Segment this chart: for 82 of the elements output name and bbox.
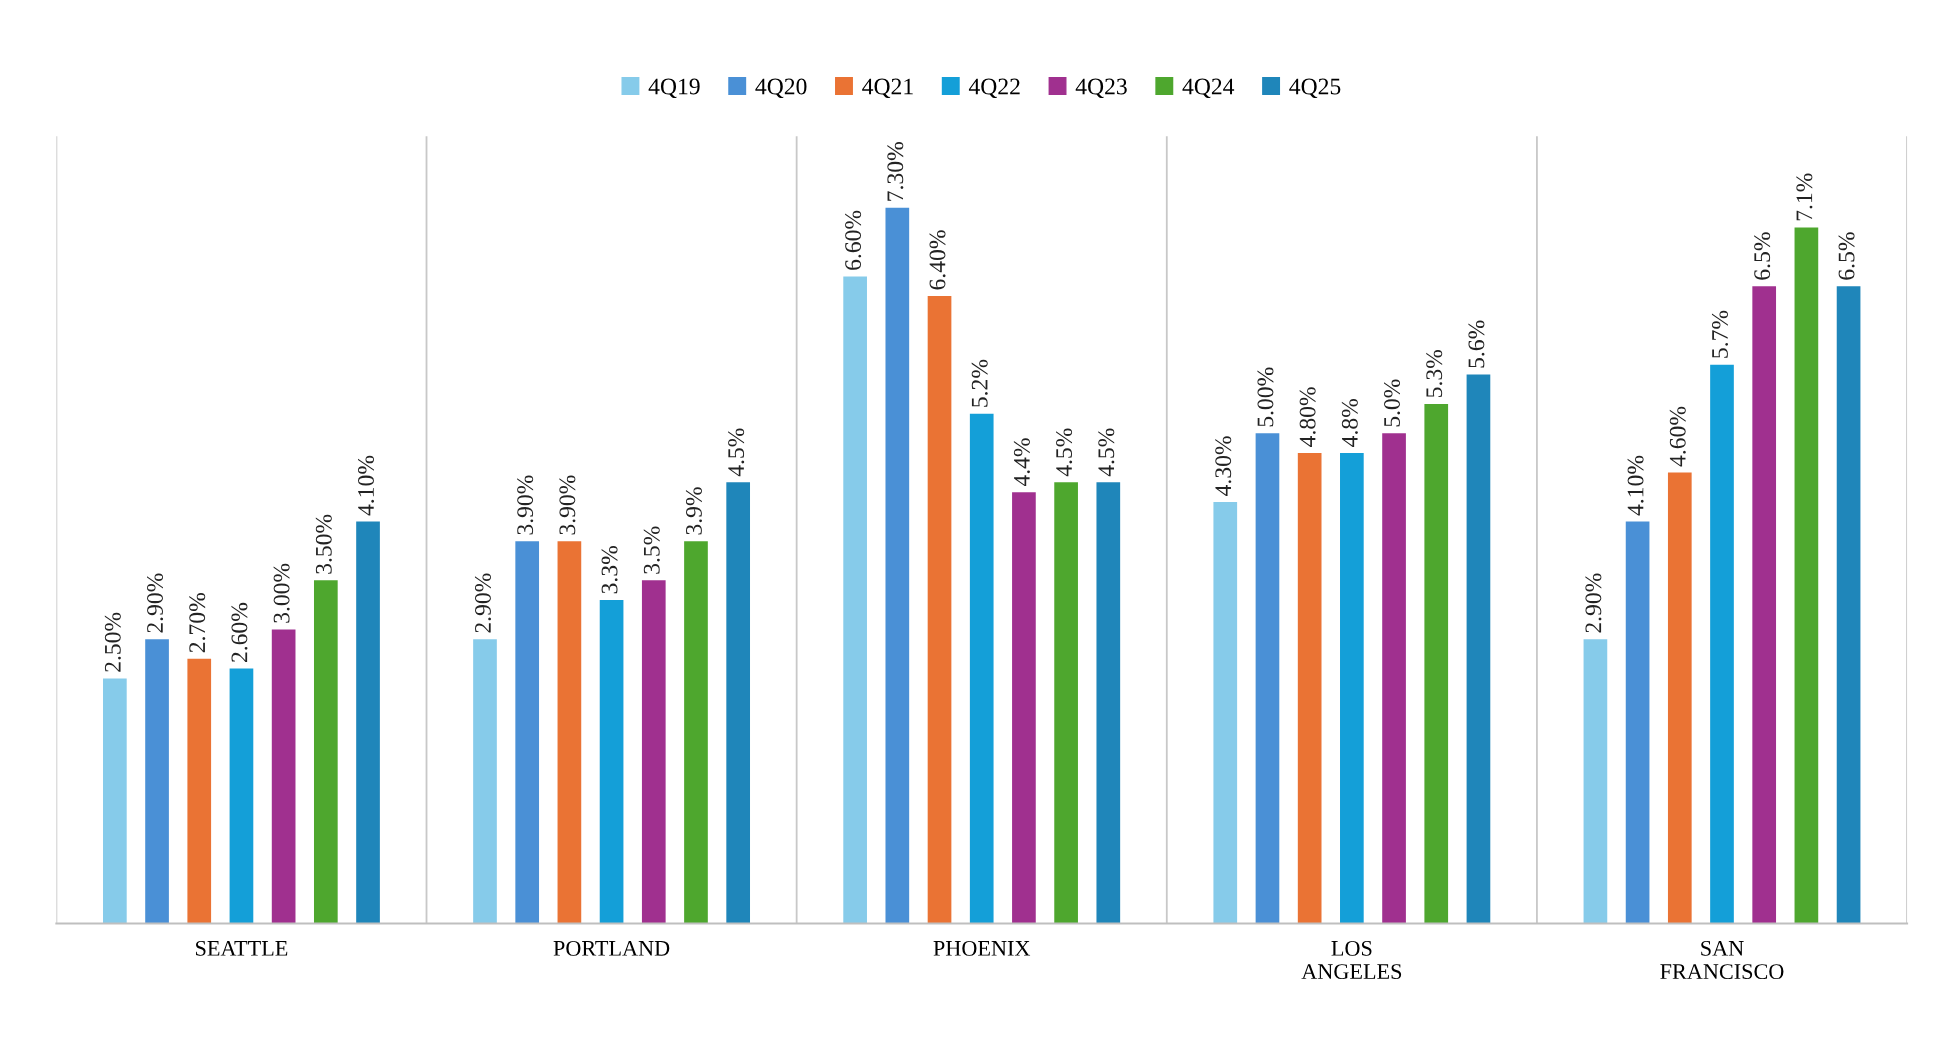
data-label: 4.60% — [1669, 406, 1686, 467]
bar — [313, 580, 338, 924]
data-label: 2.90% — [474, 573, 492, 633]
bar — [1710, 364, 1734, 924]
legend-label: 4Q20 — [755, 78, 807, 99]
bar — [473, 639, 497, 924]
data-label: 3.5% — [643, 526, 660, 574]
bar — [641, 580, 666, 924]
data-label: 2.50% — [104, 612, 121, 672]
bar — [1752, 286, 1777, 924]
bar — [1255, 433, 1280, 924]
data-label: 4.5% — [728, 428, 745, 477]
data-label: 5.3% — [1426, 349, 1443, 397]
data-label: 5.00% — [1257, 367, 1274, 427]
data-label: 4.10% — [358, 455, 375, 516]
data-label: 6.5% — [1838, 232, 1855, 280]
x-tick-label: SEATTLE — [196, 940, 288, 956]
bar — [1213, 501, 1238, 924]
bar — [1054, 482, 1078, 924]
data-label: 6.40% — [929, 230, 946, 290]
bar — [271, 629, 296, 924]
bar — [229, 668, 254, 924]
data-label: 2.90% — [1585, 573, 1602, 633]
data-label: 5.7% — [1711, 310, 1729, 358]
bar — [969, 413, 994, 924]
bar — [599, 599, 624, 924]
bar — [1297, 452, 1322, 924]
legend-label: 4Q25 — [1289, 78, 1341, 99]
bar — [843, 276, 867, 924]
data-label: 4.10% — [1627, 455, 1644, 516]
x-tick-label: PORTLAND — [553, 940, 670, 956]
legend-label: 4Q23 — [1075, 78, 1127, 99]
legend-label: 4Q19 — [648, 78, 700, 99]
data-label: 3.50% — [315, 514, 332, 574]
data-label: 3.9% — [685, 487, 702, 535]
data-label: 4.4% — [1013, 438, 1030, 487]
data-label: 3.90% — [517, 475, 534, 535]
data-label: 5.6% — [1468, 320, 1485, 368]
legend-label: 4Q22 — [968, 78, 1020, 99]
bar — [1625, 521, 1650, 924]
data-label: 4.8% — [1341, 398, 1358, 447]
legend-label: 4Q24 — [1182, 78, 1235, 99]
data-label: 6.60% — [845, 210, 862, 270]
data-label: 7.30% — [887, 142, 904, 201]
bar — [356, 521, 380, 924]
data-label: 7.1% — [1796, 173, 1813, 221]
bar — [145, 639, 169, 924]
data-label: 4.80% — [1299, 387, 1316, 447]
bar — [885, 207, 910, 924]
x-tick-label: LOS ANGELES — [1301, 940, 1402, 980]
data-label: 3.90% — [559, 475, 576, 535]
legend-label: 4Q21 — [862, 78, 913, 99]
bar — [1583, 639, 1608, 924]
bar — [1794, 227, 1819, 924]
data-label: 4.30% — [1215, 436, 1232, 496]
data-label: 5.2% — [971, 359, 988, 407]
data-label: 5.0% — [1384, 379, 1401, 427]
data-label: 3.00% — [273, 563, 290, 623]
data-label: 2.60% — [231, 602, 248, 663]
bar — [1424, 403, 1449, 924]
data-label: 6.5% — [1754, 232, 1771, 280]
bar — [726, 482, 751, 924]
bar — [1012, 492, 1036, 924]
bar — [187, 658, 212, 924]
bar — [1340, 452, 1364, 924]
data-label: 3.3% — [601, 546, 618, 594]
bar — [1836, 286, 1861, 924]
data-label: 4.5% — [1098, 428, 1115, 477]
bar — [1096, 482, 1121, 924]
bar — [1466, 374, 1491, 924]
bar — [1667, 472, 1692, 924]
bar — [1382, 433, 1406, 924]
bar — [515, 541, 540, 924]
x-tick-label: PHOENIX — [933, 940, 1031, 956]
bar — [103, 678, 127, 924]
data-label: 2.70% — [189, 593, 206, 653]
x-tick-label: SAN FRANCISCO — [1660, 940, 1784, 980]
bar — [927, 296, 952, 924]
data-label: 4.5% — [1056, 428, 1073, 477]
bar — [684, 541, 708, 924]
data-label: 2.90% — [147, 573, 164, 633]
bar — [557, 541, 582, 924]
